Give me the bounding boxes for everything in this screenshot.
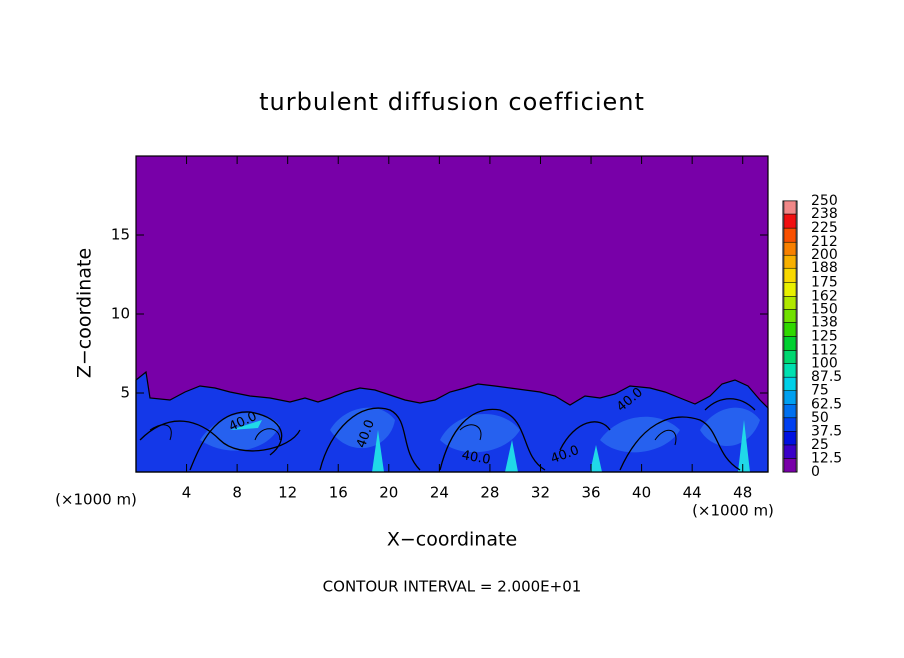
x-tick-label: 24 [430, 484, 449, 502]
colorbar-tick-label: 162 [811, 288, 838, 304]
colorbar-tick-label: 200 [811, 247, 838, 263]
colorbar-swatch [783, 282, 797, 297]
x-unit-right: (×1000 m) [692, 502, 774, 520]
colorbar-tick-label: 0 [811, 464, 820, 480]
colorbar-swatch [783, 309, 797, 323]
colorbar-tick-label: 138 [811, 314, 838, 330]
colorbar-tick-label: 25 [811, 437, 829, 453]
colorbar-swatch [783, 417, 797, 432]
colorbar-swatch [783, 458, 797, 473]
colorbar-swatch [783, 444, 797, 459]
footer-note: CONTOUR INTERVAL = 2.000E+01 [323, 578, 582, 596]
colorbar-swatch [783, 213, 797, 229]
colorbar-swatch [783, 254, 797, 269]
colorbar-swatch [783, 363, 797, 378]
colorbar-swatch [783, 267, 797, 283]
contour-line [149, 424, 677, 446]
contour-line [139, 398, 756, 471]
x-tick-label: 44 [683, 484, 702, 502]
colorbar-tick-label: 150 [811, 301, 838, 317]
colorbar-swatch [783, 200, 797, 215]
y-tick-label: 10 [111, 305, 130, 323]
x-tick-label: 28 [480, 484, 499, 502]
colorbar-swatch [783, 350, 797, 364]
y-axis-label: Z−coordinate [74, 248, 96, 378]
colorbar-tick-label: 125 [811, 329, 838, 345]
colorbar-tick-label: 37.5 [811, 423, 842, 439]
field [135, 156, 769, 473]
x-tick-label: 36 [581, 484, 600, 502]
colorbar-tick-label: 225 [811, 220, 838, 236]
x-tick-label: 4 [182, 484, 192, 502]
colorbar-tick-label: 50 [811, 410, 829, 426]
x-tick-label: 8 [232, 484, 242, 502]
colorbar-swatch [783, 241, 797, 256]
colorbar-tick-label: 238 [811, 206, 838, 222]
colorbar-tick-label: 12.5 [811, 450, 842, 466]
colorbar-swatch [783, 322, 797, 337]
colorbar-tick-label: 112 [811, 343, 838, 359]
colorbar-swatch [783, 227, 797, 243]
colorbar-tick-label: 212 [811, 234, 838, 250]
y-tick-label: 15 [111, 226, 130, 244]
colorbar-swatch [783, 336, 797, 351]
colorbar-swatch [783, 431, 797, 446]
x-unit-left: (×1000 m) [55, 491, 137, 509]
x-tick-label: 32 [531, 484, 550, 502]
x-tick-label: 16 [329, 484, 348, 502]
colorbar-swatch [783, 390, 797, 405]
colorbar-tick-label: 250 [811, 193, 838, 209]
contour-label: 40.0 [460, 448, 491, 468]
x-axis-label: X−coordinate [387, 529, 517, 551]
colorbar-swatch [783, 376, 797, 391]
colorbar-tick-label: 100 [811, 356, 838, 372]
x-tick-label: 48 [733, 484, 752, 502]
colorbar-swatch [783, 296, 797, 310]
colorbar-tick-label: 175 [811, 274, 838, 290]
colorbar-tick-label: 188 [811, 260, 838, 276]
colorbar-tick-label: 87.5 [811, 369, 842, 385]
colorbar-tick-label: 62.5 [811, 396, 842, 412]
y-tick-label: 5 [120, 384, 130, 402]
chart-title: turbulent diffusion coefficient [259, 88, 645, 116]
x-tick-label: 20 [379, 484, 398, 502]
x-tick-label: 40 [632, 484, 651, 502]
colorbar-swatch [783, 404, 797, 419]
x-tick-label: 12 [278, 484, 297, 502]
colorbar-tick-label: 75 [811, 383, 829, 399]
